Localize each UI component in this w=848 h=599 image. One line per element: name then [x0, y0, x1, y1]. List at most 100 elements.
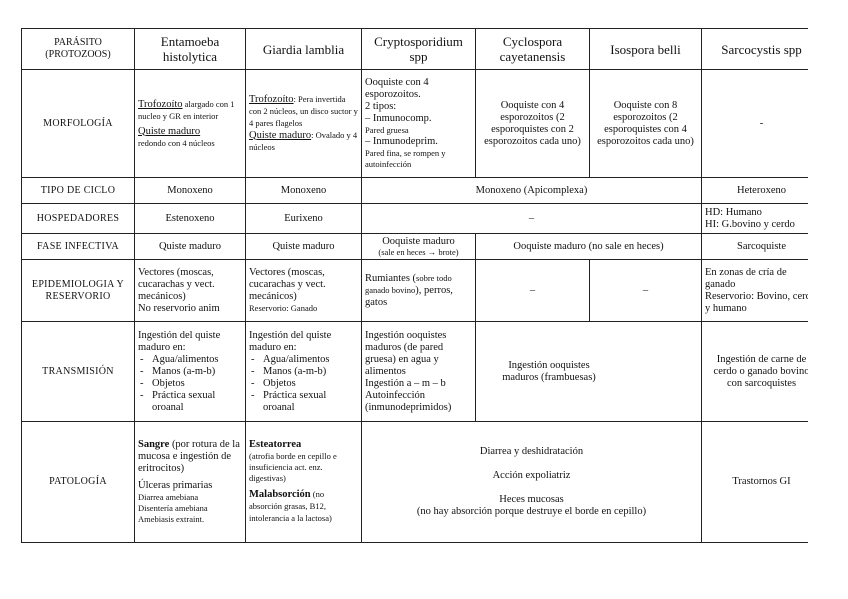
text: Ooquiste con 4 esporozoitos. — [365, 77, 429, 100]
cell-trans-cyclo-iso: Ingestión ooquistes maduros (frambuesas) — [475, 321, 702, 422]
label-epidemiologia: EPIDEMIOLOGIA Y RESERVORIO — [21, 259, 135, 322]
cell-pato-entamoeba: Sangre (por rotura de la mucosa e ingest… — [134, 421, 246, 543]
text: Ingestión ooquistes maduros (frambuesas) — [502, 359, 596, 383]
cell-pato-apicomplexa: Diarrea y deshidratación Acción expoliat… — [361, 421, 702, 543]
text: Autoinfección (inmunodeprimidos) — [365, 389, 452, 413]
text: (atrofia borde en cepillo e insuficienci… — [249, 451, 337, 483]
cell-epi-sarcocystis: En zonas de cría de ganado Reservorio: B… — [701, 259, 808, 322]
text: Vectores (moscas, cucarachas y vect. mec… — [249, 267, 326, 302]
text: Diarrea y deshidratación — [479, 446, 584, 457]
cell-fase-cyclo-iso: Ooquiste maduro (no sale en heces) — [475, 233, 702, 260]
header-parasito: PARÁSITO (PROTOZOOS) — [21, 28, 135, 70]
cell-morfologia-cyclospora: Ooquiste con 4 esporozoitos (2 esporoqui… — [475, 69, 590, 178]
row-ciclo: TIPO DE CICLO Monoxeno Monoxeno Monoxeno… — [21, 177, 808, 204]
row-morfologia: MORFOLOGÍA Trofozoíto alargado con 1 nuc… — [21, 69, 808, 178]
cell-pato-sarcocystis: Trastornos GI — [701, 421, 808, 543]
cell-hosp-giardia: Eurixeno — [245, 203, 362, 234]
cell-morfologia-giardia: Trofozoíto: Pera invertida con 2 núcleos… — [245, 69, 362, 178]
text: Heces mucosas — [499, 494, 564, 505]
text: Ingestión del quiste maduro en: — [138, 329, 221, 353]
cell-ciclo-entamoeba: Monoxeno — [134, 177, 246, 204]
cell-epi-entamoeba: Vectores (moscas, cucarachas y vect. mec… — [134, 259, 246, 322]
cell-morfologia-sarcocystis: - — [701, 69, 808, 178]
header-cryptosporidium: Cryptosporidium spp — [361, 28, 476, 70]
text: – Inmunocomp. — [365, 113, 432, 124]
text: ), perros, gatos — [365, 284, 453, 308]
header-isospora: Isospora belli — [589, 28, 702, 70]
cell-trans-giardia: Ingestión del quiste maduro en: Agua/ali… — [245, 321, 362, 422]
list-item: Práctica sexual oroanal — [138, 390, 242, 414]
text: Acción expoliatriz — [492, 470, 571, 481]
text: 2 tipos: — [365, 101, 397, 112]
list-item: Objetos — [138, 378, 242, 390]
text: – Inmunodeprim. — [365, 136, 438, 147]
cell-hosp-apicomplexa: – — [361, 203, 702, 234]
text: (sale en heces → brote) — [378, 247, 459, 257]
text: Úlceras primarias — [138, 480, 213, 491]
cell-ciclo-apicomplexa: Monoxeno (Apicomplexa) — [361, 177, 702, 204]
list-item: Práctica sexual oroanal — [249, 390, 358, 414]
text: : Ovalado y 4 núcleos — [249, 129, 358, 152]
text: Pared gruesa — [365, 125, 409, 135]
protozoa-comparison-table: PARÁSITO (PROTOZOOS) Entamoeba histolyti… — [21, 28, 808, 543]
cell-ciclo-sarcocystis: Heteroxeno — [701, 177, 808, 204]
text: alargado con 1 nucleo y GR en interior — [138, 98, 235, 121]
text: Ingestión del quiste maduro en: — [249, 329, 332, 353]
cell-pato-giardia: Esteatorrea (atrofia borde en cepillo e … — [245, 421, 362, 543]
cell-morfologia-entamoeba: Trofozoíto alargado con 1 nucleo y GR en… — [134, 69, 246, 178]
text: Trofozoíto — [138, 98, 183, 110]
list-item: Manos (a-m-b) — [249, 366, 358, 378]
label-patologia: PATOLOGÍA — [21, 421, 135, 543]
text: Quiste maduro — [138, 125, 201, 137]
list-item: Objetos — [249, 378, 358, 390]
label-hospedadores: HOSPEDADORES — [21, 203, 135, 234]
header-entamoeba: Entamoeba histolytica — [134, 28, 246, 70]
text: sobre todo ganado bovino — [365, 272, 452, 295]
row-transmision: TRANSMISIÓN Ingestión del quiste maduro … — [21, 321, 808, 422]
cell-trans-sarcocystis: Ingestión de carne de cerdo o ganado bov… — [701, 321, 808, 422]
row-hospedadores: HOSPEDADORES Estenoxeno Eurixeno – HD: H… — [21, 203, 808, 234]
text: Pared fina, se rompen y autoinfección — [365, 148, 446, 169]
cell-trans-entamoeba: Ingestión del quiste maduro en: Agua/ali… — [134, 321, 246, 422]
text: Trofozoíto — [249, 93, 294, 105]
text: Ingestión ooquistes maduros (de pared gr… — [365, 329, 447, 377]
text: (por rotura de la mucosa e ingestión de … — [138, 439, 240, 474]
header-sarcocystis: Sarcocystis spp — [701, 28, 808, 70]
text: Reservorio: Bovino, cerdo y humano — [705, 290, 808, 314]
text: Reservorio: Ganado — [249, 303, 318, 313]
cell-ciclo-giardia: Monoxeno — [245, 177, 362, 204]
header-giardia: Giardia lamblia — [245, 28, 362, 70]
text: HD: Humano — [705, 206, 762, 218]
cell-hosp-sarcocystis: HD: Humano HI: G.bovino y cerdo — [701, 203, 808, 234]
list: Agua/alimentos Manos (a-m-b) Objetos Prá… — [249, 354, 358, 414]
text: HI: G.bovino y cerdo — [705, 218, 795, 230]
text: En zonas de cría de ganado — [705, 266, 787, 290]
text: Malabsorción — [249, 489, 311, 500]
text: Amebiasis extraint. — [138, 514, 205, 524]
cell-fase-sarcocystis: Sarcoquiste — [701, 233, 808, 260]
list-item: Agua/alimentos — [138, 354, 242, 366]
text: (no absorción grasas, B12, intolerancia … — [249, 489, 332, 523]
list-item: Manos (a-m-b) — [138, 366, 242, 378]
row-patologia: PATOLOGÍA Sangre (por rotura de la mucos… — [21, 421, 808, 543]
label-morfologia: MORFOLOGÍA — [21, 69, 135, 178]
header-row: PARÁSITO (PROTOZOOS) Entamoeba histolyti… — [21, 28, 808, 70]
cell-fase-entamoeba: Quiste maduro — [134, 233, 246, 260]
text: Esteatorrea — [249, 439, 302, 450]
text: Ooquiste maduro — [382, 236, 455, 247]
cell-hosp-entamoeba: Estenoxeno — [134, 203, 246, 234]
cell-epi-crypto: Rumiantes (sobre todo ganado bovino), pe… — [361, 259, 476, 322]
text: redondo con 4 núcleos — [138, 137, 215, 148]
list-item: Agua/alimentos — [249, 354, 358, 366]
cell-fase-giardia: Quiste maduro — [245, 233, 362, 260]
cell-morfologia-crypto: Ooquiste con 4 esporozoitos. 2 tipos: – … — [361, 69, 476, 178]
list: Agua/alimentos Manos (a-m-b) Objetos Prá… — [138, 354, 242, 414]
cell-epi-isospora: – — [589, 259, 702, 322]
cell-epi-giardia: Vectores (moscas, cucarachas y vect. mec… — [245, 259, 362, 322]
text: Rumiantes ( — [365, 272, 417, 284]
header-cyclospora: Cyclospora cayetanensis — [475, 28, 590, 70]
protozoa-table-container: PARÁSITO (PROTOZOOS) Entamoeba histolyti… — [21, 28, 808, 544]
cell-trans-crypto: Ingestión ooquistes maduros (de pared gr… — [361, 321, 476, 422]
label-transmision: TRANSMISIÓN — [21, 321, 135, 422]
row-fase: FASE INFECTIVA Quiste maduro Quiste madu… — [21, 233, 808, 260]
